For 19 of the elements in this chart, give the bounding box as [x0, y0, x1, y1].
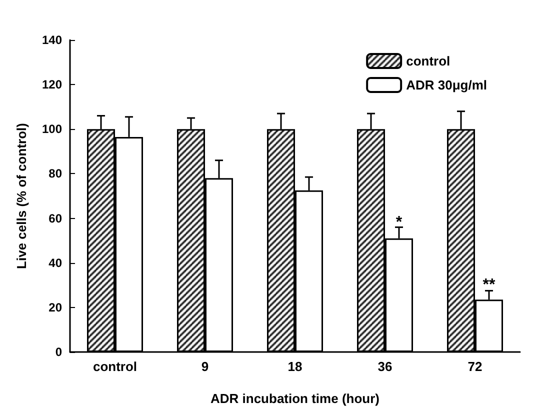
annotation: *	[396, 214, 403, 232]
y-tick-label: 40	[48, 256, 62, 270]
x-tick-label: 9	[201, 359, 209, 374]
y-tick-label: 60	[48, 211, 62, 226]
x-tick-label: 72	[468, 359, 482, 374]
x-tick-label: control	[92, 359, 138, 374]
y-tick-label: 120	[42, 78, 62, 92]
legend-label: control	[406, 54, 450, 68]
x-axis-title: ADR incubation time (hour)	[210, 391, 380, 406]
y-tick-label: 100	[42, 122, 62, 136]
y-tick-label: 80	[48, 166, 62, 181]
y-tick-label: 0	[55, 345, 62, 359]
annotation: **	[482, 276, 496, 294]
x-tick-label: 36	[378, 359, 392, 374]
y-axis-title: Live cells (% of control)	[14, 123, 29, 269]
legend-label: ADR 30μg/ml	[406, 78, 488, 92]
y-tick-label: 20	[48, 300, 62, 314]
y-tick-label: 140	[42, 33, 62, 47]
x-tick-label: 18	[288, 359, 302, 374]
